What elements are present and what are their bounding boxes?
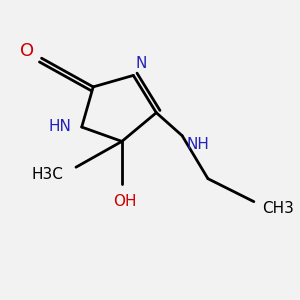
Text: H3C: H3C: [31, 167, 63, 182]
Text: HN: HN: [49, 119, 72, 134]
Text: N: N: [136, 56, 147, 71]
Text: NH: NH: [186, 137, 209, 152]
Text: O: O: [20, 42, 34, 60]
Text: OH: OH: [113, 194, 136, 209]
Text: CH3: CH3: [262, 201, 294, 216]
